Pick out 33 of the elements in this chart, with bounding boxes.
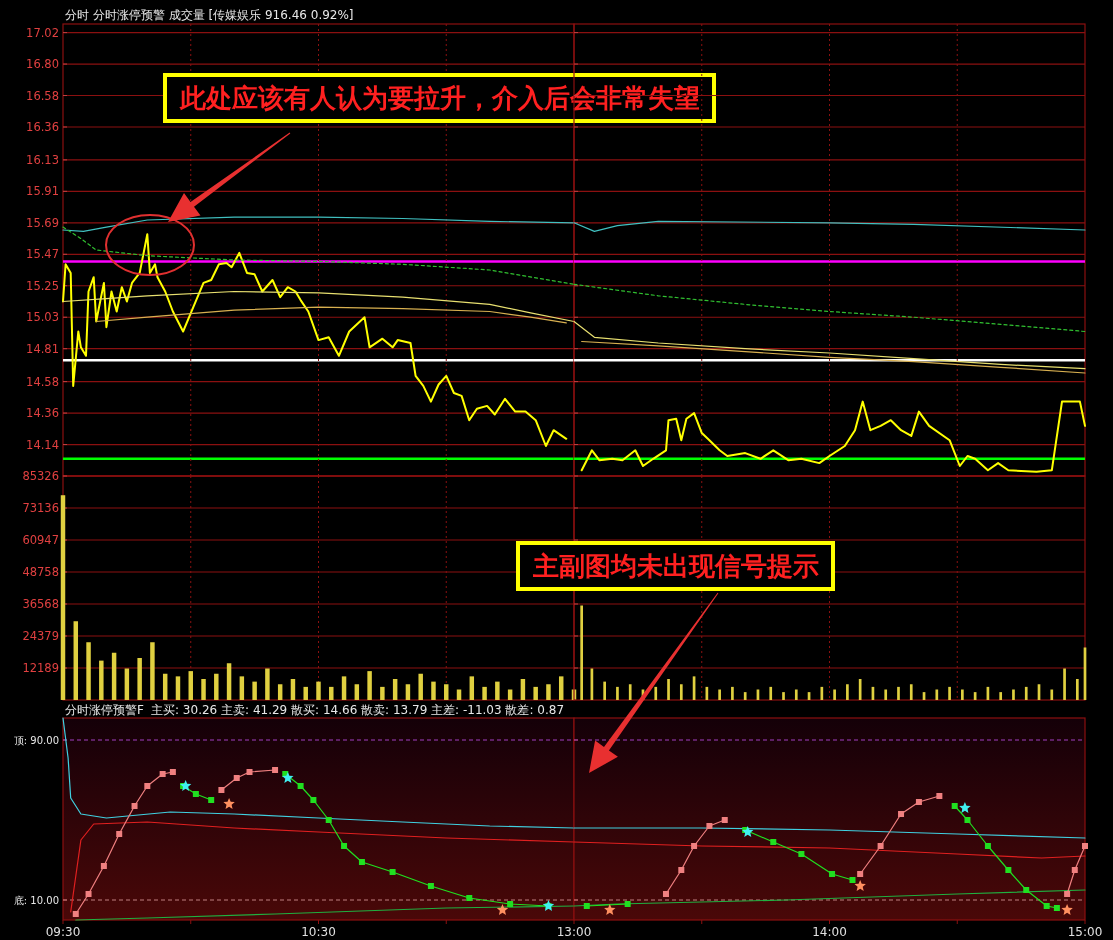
y-tick-label: 24379 (22, 629, 59, 643)
chart-title: 分时涨停预警F (65, 703, 144, 717)
x-tick-label: 13:00 (556, 925, 592, 939)
y-tick-label: 14.58 (26, 374, 59, 389)
x-tick-label: 09:30 (45, 925, 81, 939)
y-tick-label: 14.36 (26, 406, 59, 421)
y-tick-label: 36568 (22, 597, 59, 611)
y-tick-label: 15.91 (26, 184, 59, 199)
x-tick-label: 10:30 (301, 925, 336, 939)
y-tick-label: 16.36 (26, 119, 59, 134)
y-tick-label: 顶: 90.00 (13, 735, 59, 746)
y-tick-label: 14.81 (26, 341, 59, 356)
y-tick-label: 60947 (22, 533, 59, 547)
annotation: 主副图均未出现信号提示 (532, 551, 819, 581)
y-tick-label: 16.13 (26, 152, 59, 167)
annotation: 此处应该有人认为要拉升，介入后会非常失望 (179, 83, 700, 113)
y-tick-label: 12189 (22, 661, 59, 675)
y-tick-label: 15.47 (26, 247, 59, 262)
y-tick-label: 16.58 (26, 88, 59, 103)
y-tick-label: 16.80 (26, 57, 59, 72)
y-tick-label: 48758 (22, 565, 59, 579)
chart-title: 分时 分时涨停预警 成交量 [传媒娱乐 916.46 0.92%] (65, 8, 354, 22)
y-tick-label: 15.69 (26, 215, 59, 230)
y-tick-label: 底: 10.00 (13, 895, 59, 906)
y-tick-label: 14.14 (26, 437, 59, 452)
chart-subtitle: 主买: 30.26 主卖: 41.29 散买: 14.66 散卖: 13.79 主差: -11.03 散差: 0.87 (151, 703, 565, 717)
y-tick-label: 15.25 (26, 278, 59, 293)
x-tick-label: 15:00 (1067, 925, 1103, 939)
y-tick-label: 85326 (22, 469, 59, 483)
y-tick-label: 17.02 (26, 25, 59, 40)
y-tick-label: 15.03 (26, 310, 59, 325)
x-tick-label: 14:00 (812, 925, 847, 939)
y-tick-label: 73136 (22, 501, 59, 515)
